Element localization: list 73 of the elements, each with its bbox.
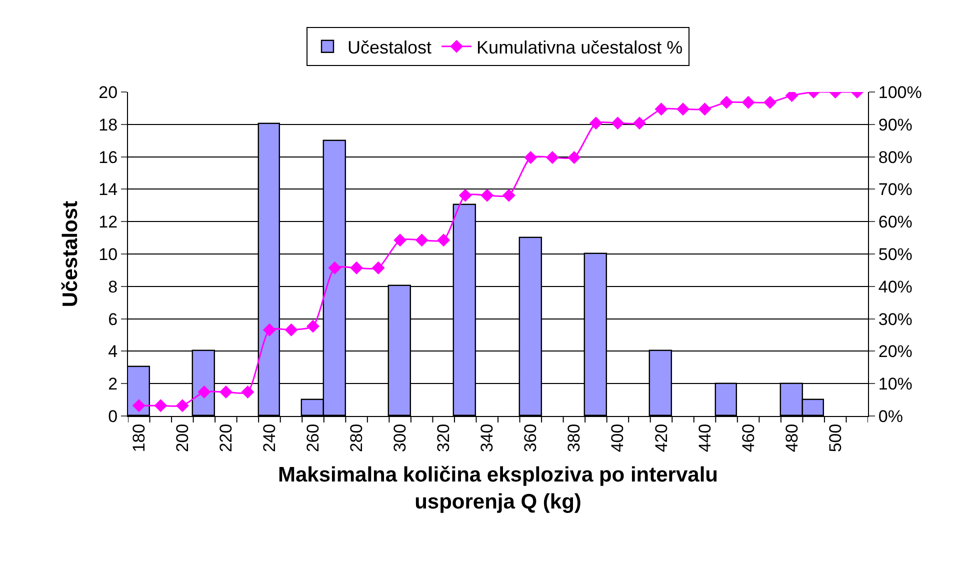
x-tick-label: 280 xyxy=(347,424,366,452)
point xyxy=(568,150,581,164)
point xyxy=(219,386,232,399)
y-tick-label: 6 xyxy=(108,310,118,329)
x-tick-label: 440 xyxy=(695,424,714,452)
y-tick-label: 18 xyxy=(98,115,118,134)
point xyxy=(654,102,668,116)
point xyxy=(350,261,364,274)
point xyxy=(632,116,646,130)
point xyxy=(698,102,712,116)
point xyxy=(372,261,385,274)
point xyxy=(132,399,146,412)
x-tick-label: 260 xyxy=(304,424,323,452)
point xyxy=(437,234,450,247)
y2-tick-label: 50% xyxy=(878,244,912,264)
point xyxy=(198,386,211,399)
y-tick-label: 16 xyxy=(98,148,118,167)
point xyxy=(720,96,734,109)
y-tick-label: 4 xyxy=(108,342,118,362)
x-tick-label: 480 xyxy=(782,424,802,452)
point xyxy=(524,150,538,164)
point xyxy=(589,116,602,130)
y-tick-label: 10 xyxy=(98,244,118,264)
x-tick-label: 500 xyxy=(826,424,845,452)
y-tick-label: 8 xyxy=(108,277,118,296)
x-tick-label: 420 xyxy=(652,424,671,452)
point xyxy=(241,386,254,399)
x-tick-label: 380 xyxy=(564,424,584,452)
x-tick-label: 340 xyxy=(478,424,497,452)
y-tick-label: 0 xyxy=(108,406,118,426)
point xyxy=(284,323,298,336)
x-tick-label: 240 xyxy=(260,424,279,452)
point xyxy=(306,320,320,333)
y2-tick-label: 20% xyxy=(878,342,912,362)
x-tick-label: 300 xyxy=(390,424,410,452)
point xyxy=(262,323,276,336)
point xyxy=(458,188,472,202)
x-tick-label: 400 xyxy=(608,424,628,452)
point xyxy=(154,399,168,412)
point xyxy=(502,188,516,202)
point xyxy=(546,150,559,164)
point xyxy=(394,234,407,247)
x-tick-label: 320 xyxy=(434,424,454,452)
point xyxy=(480,188,494,202)
y-tick-label: 14 xyxy=(98,180,118,200)
x-tick-label: 200 xyxy=(172,424,192,452)
y2-tick-label: 70% xyxy=(878,180,912,200)
point xyxy=(611,116,624,130)
y-axis-title: Učestalost xyxy=(58,200,82,308)
y2-tick-label: 60% xyxy=(878,212,912,232)
y2-tick-label: 100% xyxy=(878,82,922,102)
x-tick-label: 220 xyxy=(216,424,236,452)
x-tick-label: 460 xyxy=(738,424,758,452)
point xyxy=(764,96,777,109)
x-tick-label: 180 xyxy=(129,424,148,452)
y-tick-label: 12 xyxy=(98,212,118,232)
legend-label: Kumulativna učestalost % xyxy=(476,37,683,58)
point xyxy=(676,102,690,116)
y-tick-label: 2 xyxy=(108,374,118,394)
point xyxy=(328,261,342,274)
y2-tick-label: 0% xyxy=(878,406,903,426)
y2-tick-label: 90% xyxy=(878,115,912,134)
x-tick-label: 360 xyxy=(521,424,540,452)
legend-label: Učestalost xyxy=(348,37,432,58)
y-tick-label: 20 xyxy=(98,82,118,102)
y2-tick-label: 40% xyxy=(878,277,912,296)
y2-tick-label: 10% xyxy=(878,374,912,394)
point xyxy=(742,96,755,109)
y2-tick-label: 80% xyxy=(878,148,912,167)
point xyxy=(176,399,189,412)
x-axis-title: Maksimalna količina eksploziva po intervalu usporenja Q (kg) xyxy=(278,463,718,514)
y2-tick-label: 30% xyxy=(878,310,912,329)
point xyxy=(415,234,428,247)
